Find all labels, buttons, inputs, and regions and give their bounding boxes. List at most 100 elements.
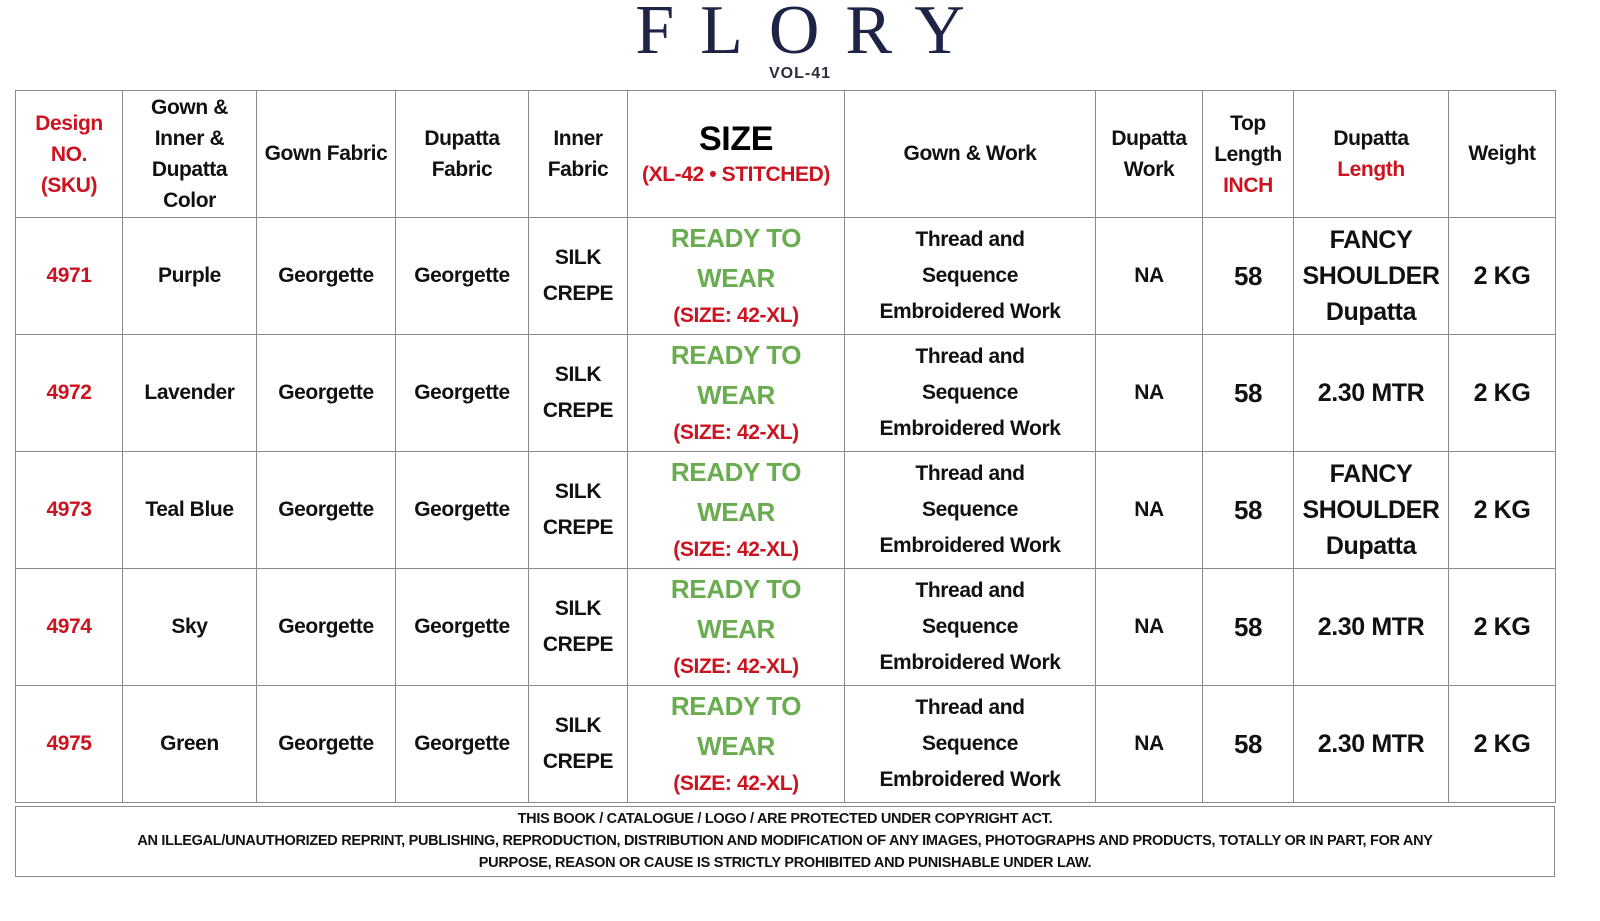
cell-top-length: 58 — [1202, 334, 1294, 452]
cell-dupatta-work: NA — [1095, 451, 1203, 569]
cell-top-length: 58 — [1202, 451, 1294, 569]
cell-dupatta-length-line: 2.30 MTR — [1317, 613, 1425, 641]
cell-design: 4975 — [15, 685, 123, 803]
cell-dupatta-length: 2.30 MTR — [1293, 334, 1449, 452]
cell-dupatta-length-line: Dupatta — [1325, 532, 1417, 560]
header-size: SIZE (XL-42 • STITCHED) — [627, 90, 845, 218]
cell-top-length: 58 — [1202, 685, 1294, 803]
cell-size-line: (SIZE: 42-XL) — [673, 421, 799, 444]
header-gown-fabric: Gown Fabric — [256, 90, 396, 218]
cell-dupatta-fabric: Georgette — [395, 685, 529, 803]
cell-inner-fabric-line: SILK — [554, 363, 602, 386]
cell-gown-work-line: Thread and — [915, 228, 1025, 251]
cell-dupatta-length-line: FANCY — [1329, 460, 1413, 488]
cell-gown-work: Thread and Sequence Embroidered Work — [844, 217, 1096, 335]
header-line: Length — [1214, 142, 1282, 166]
cell-top-length: 58 — [1202, 568, 1294, 686]
cell-gown-fabric: Georgette — [256, 334, 396, 452]
cell-dupatta-length-line: FANCY — [1329, 226, 1413, 254]
cell-size-line: (SIZE: 42-XL) — [673, 538, 799, 561]
cell-inner-fabric-line: SILK — [554, 714, 602, 737]
cell-gown-work-line: Embroidered Work — [879, 651, 1061, 674]
cell-dupatta-length-line: 2.30 MTR — [1317, 379, 1425, 407]
cell-inner-fabric-line: SILK — [554, 480, 602, 503]
cell-size: READY TO WEAR (SIZE: 42-XL) — [627, 568, 845, 686]
header-line: Dupatta — [151, 158, 228, 181]
header-weight: Weight — [1448, 90, 1556, 218]
header-inner-fabric: Inner Fabric — [528, 90, 628, 218]
cell-gown-work-line: Sequence — [921, 498, 1018, 521]
cell-dupatta-work: NA — [1095, 217, 1203, 335]
cell-size-line: (SIZE: 42-XL) — [673, 655, 799, 678]
cell-size-line: WEAR — [697, 614, 775, 644]
cell-dupatta-length-line: Dupatta — [1325, 298, 1417, 326]
header-color: Gown & Inner & Dupatta Color — [122, 90, 257, 218]
cell-gown-work-line: Thread and — [915, 345, 1025, 368]
cell-dupatta-length: FANCY SHOULDER Dupatta — [1293, 451, 1449, 569]
cell-dupatta-length: 2.30 MTR — [1293, 568, 1449, 686]
cell-dupatta-length: FANCY SHOULDER Dupatta — [1293, 217, 1449, 335]
header-line: (SKU) — [40, 173, 98, 197]
header-line: Design — [35, 111, 103, 135]
cell-gown-work-line: Embroidered Work — [879, 534, 1061, 557]
cell-size-line: READY TO — [670, 574, 802, 604]
volume-label: VOL-41 — [768, 65, 831, 82]
cell-dupatta-fabric: Georgette — [395, 217, 529, 335]
cell-color: Green — [122, 685, 257, 803]
cell-size-line: READY TO — [670, 457, 802, 487]
cell-dupatta-fabric: Georgette — [395, 451, 529, 569]
table-row: 4975 Green Georgette Georgette SILK CREPE READ… — [15, 685, 1556, 803]
copyright-line: THIS BOOK / CATALOGUE / LOGO / ARE PROTE… — [517, 811, 1053, 827]
cell-weight: 2 KG — [1448, 217, 1556, 335]
cell-top-length: 58 — [1202, 217, 1294, 335]
cell-gown-work-line: Thread and — [915, 696, 1025, 719]
cell-size: READY TO WEAR (SIZE: 42-XL) — [627, 217, 845, 335]
cell-gown-work-line: Embroidered Work — [879, 417, 1061, 440]
catalogue-table: Design NO. (SKU) Gown & Inner & Dupatta … — [15, 90, 1556, 803]
header-gown-work: Gown & Work — [844, 90, 1096, 218]
cell-dupatta-length: 2.30 MTR — [1293, 685, 1449, 803]
header-dupatta-fabric: Dupatta Fabric — [395, 90, 529, 218]
cell-inner-fabric-line: CREPE — [542, 399, 614, 422]
cell-color: Sky — [122, 568, 257, 686]
cell-size-line: READY TO — [670, 691, 802, 721]
cell-gown-work: Thread and Sequence Embroidered Work — [844, 685, 1096, 803]
table-row: 4973 Teal Blue Georgette Georgette SILK CREPE… — [15, 451, 1556, 569]
cell-gown-work: Thread and Sequence Embroidered Work — [844, 334, 1096, 452]
cell-gown-work-line: Sequence — [921, 381, 1018, 404]
header-line: Gown & — [151, 96, 228, 119]
cell-dupatta-work: NA — [1095, 685, 1203, 803]
cell-gown-work-line: Thread and — [915, 462, 1025, 485]
cell-dupatta-fabric: Georgette — [395, 334, 529, 452]
cell-gown-fabric: Georgette — [256, 451, 396, 569]
cell-inner-fabric-line: CREPE — [542, 516, 614, 539]
header-line: NO. — [50, 142, 88, 166]
cell-weight: 2 KG — [1448, 334, 1556, 452]
cell-inner-fabric: SILK CREPE — [528, 685, 628, 803]
header-line: Color — [163, 189, 216, 212]
cell-design: 4971 — [15, 217, 123, 335]
cell-inner-fabric-line: CREPE — [542, 282, 614, 305]
header-line: INCH — [1223, 173, 1273, 197]
cell-gown-work-line: Embroidered Work — [879, 768, 1061, 791]
cell-gown-work-line: Embroidered Work — [879, 300, 1061, 323]
cell-weight: 2 KG — [1448, 685, 1556, 803]
cell-design: 4973 — [15, 451, 123, 569]
header-line: Dupatta — [1111, 127, 1187, 150]
header-line: Length — [1337, 158, 1405, 181]
cell-inner-fabric: SILK CREPE — [528, 217, 628, 335]
table-row: 4974 Sky Georgette Georgette SILK CREPE READY … — [15, 568, 1556, 686]
cell-gown-work-line: Sequence — [921, 732, 1018, 755]
cell-size-line: READY TO — [670, 223, 802, 253]
header-size-sub: (XL-42 • STITCHED) — [642, 162, 830, 186]
cell-dupatta-length-line: SHOULDER — [1302, 496, 1440, 524]
header-line: Top — [1230, 111, 1266, 135]
cell-gown-fabric: Georgette — [256, 685, 396, 803]
cell-gown-fabric: Georgette — [256, 568, 396, 686]
cell-design: 4974 — [15, 568, 123, 686]
cell-size: READY TO WEAR (SIZE: 42-XL) — [627, 685, 845, 803]
cell-dupatta-work: NA — [1095, 334, 1203, 452]
cell-design: 4972 — [15, 334, 123, 452]
cell-gown-work: Thread and Sequence Embroidered Work — [844, 451, 1096, 569]
cell-size-line: WEAR — [697, 497, 775, 527]
